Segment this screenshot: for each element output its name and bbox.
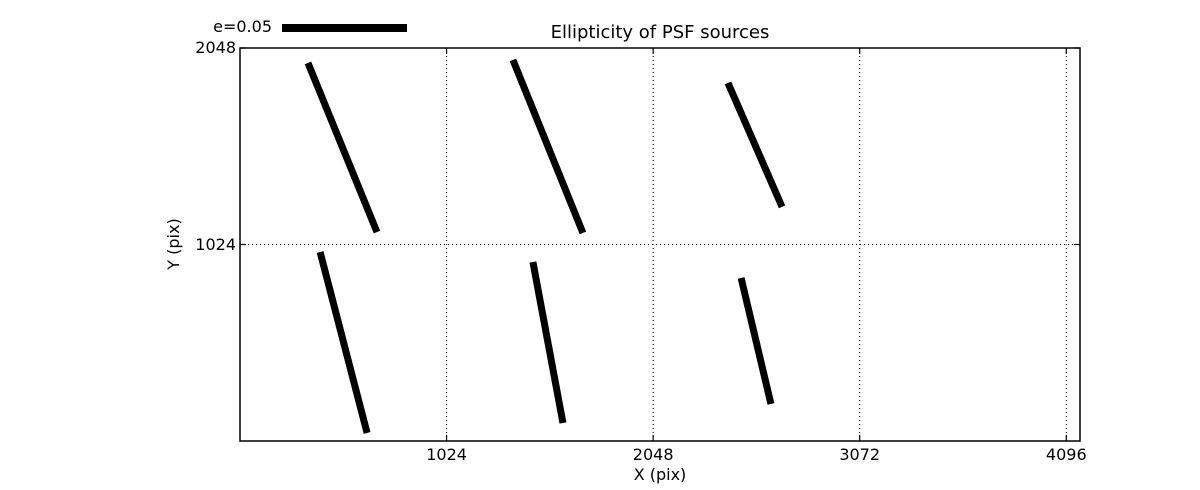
x-axis-label: X (pix) (633, 465, 687, 484)
psf-whisker (529, 261, 567, 424)
psf-whisker (724, 81, 786, 209)
x-tick-label: 3072 (839, 445, 881, 464)
legend-key-bar (282, 24, 407, 32)
psf-whisker (737, 277, 775, 405)
x-tick-label: 1024 (426, 445, 467, 464)
psf-whisker (509, 58, 587, 235)
legend-label: e=0.05 (213, 17, 272, 36)
chart-title: Ellipticity of PSF sources (550, 22, 770, 43)
x-tick-label: 4096 (1045, 445, 1087, 464)
x-tick-label: 2048 (632, 445, 674, 464)
psf-whisker (304, 61, 381, 234)
y-tick-label: 2048 (195, 38, 236, 57)
y-tick-label: 1024 (195, 234, 236, 254)
psf-whisker (316, 251, 371, 434)
